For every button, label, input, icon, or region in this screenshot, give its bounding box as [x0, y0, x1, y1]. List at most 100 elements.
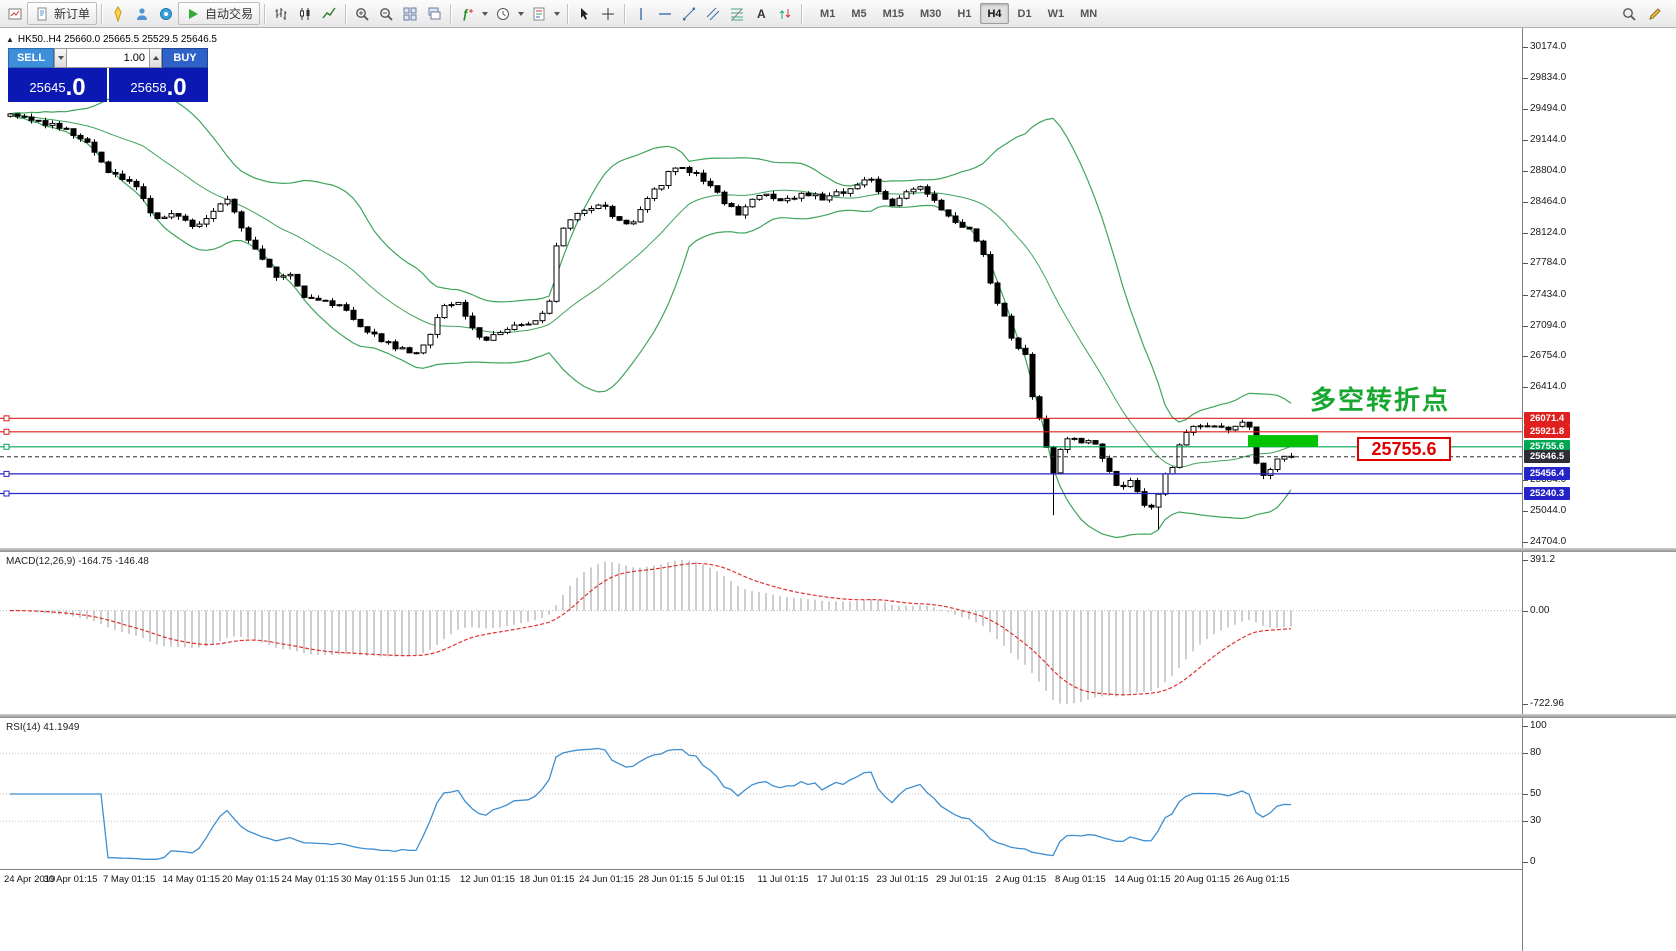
price-tag: 25456.4: [1524, 467, 1570, 481]
timeframe-button-M5[interactable]: M5: [851, 7, 867, 20]
rsi-axis-tick: [1523, 862, 1528, 863]
edit-button[interactable]: [1643, 2, 1667, 25]
pane-splitter[interactable]: [0, 548, 1676, 552]
volume-up-button[interactable]: [149, 48, 162, 68]
time-axis-label: 12 Jun 01:15: [460, 874, 515, 885]
price-axis-label: 25044.0: [1530, 505, 1567, 517]
line-chart-button[interactable]: [317, 2, 341, 25]
metaeditor-button[interactable]: [106, 2, 130, 25]
macd-canvas: [0, 560, 1522, 704]
timeframe-button-M30[interactable]: M30: [920, 7, 942, 20]
time-axis-label: 29 Jul 01:15: [936, 874, 988, 885]
buy-price-dec: .0: [166, 74, 187, 101]
indicators-dropdown[interactable]: [479, 2, 491, 25]
data-window-button[interactable]: [154, 2, 178, 25]
templates-button[interactable]: [527, 2, 551, 25]
candlestick-chart-button[interactable]: [293, 2, 317, 25]
price-chart-pane[interactable]: [0, 28, 1522, 548]
vertical-line-icon: [640, 7, 642, 20]
indicators-icon: ƒ: [462, 7, 474, 21]
price-axis-label: 27784.0: [1530, 257, 1567, 269]
trade-panel-controls: SELL BUY: [8, 48, 208, 68]
buy-button[interactable]: BUY: [162, 48, 208, 68]
cursor-icon: [581, 7, 589, 20]
price-chart-canvas: [0, 91, 1522, 539]
sell-price-display[interactable]: 25645.0: [8, 68, 107, 102]
price-axis-tick: [1523, 108, 1528, 110]
time-axis-label: 5 Jun 01:15: [400, 874, 451, 885]
timeframe-button-H4[interactable]: H4: [980, 3, 1009, 24]
timeframe-button-W1[interactable]: W1: [1047, 7, 1065, 20]
price-axis-label: 27434.0: [1530, 288, 1567, 300]
time-axis-label: 11 Jul 01:15: [757, 874, 809, 885]
pencil-icon: [1649, 7, 1661, 20]
arrows-button[interactable]: [773, 2, 797, 25]
cursor-button[interactable]: [572, 2, 596, 25]
toolbar-right-group: [1617, 2, 1673, 25]
timeframe-button-M1[interactable]: M1: [820, 7, 836, 20]
new-chart-icon: [8, 8, 22, 19]
new-chart-button[interactable]: [3, 2, 27, 25]
chevron-down-icon: [518, 11, 525, 16]
bar-chart-button[interactable]: [269, 2, 293, 25]
zoom-in-icon: [356, 7, 369, 21]
metaeditor-icon: [114, 5, 122, 22]
vertical-line-button[interactable]: [629, 2, 653, 25]
crosshair-button[interactable]: [596, 2, 620, 25]
horizontal-line-button[interactable]: [653, 2, 677, 25]
price-axis-label: 28464.0: [1530, 195, 1567, 207]
channel-button[interactable]: [701, 2, 725, 25]
trade-panel-toggle-icon[interactable]: ▲: [6, 35, 14, 44]
periods-button[interactable]: [491, 2, 515, 25]
profiles-button[interactable]: [130, 2, 154, 25]
autotrading-button[interactable]: 自动交易: [178, 2, 261, 25]
rsi-axis-tick: [1523, 821, 1528, 823]
zoom-in-button[interactable]: [350, 2, 374, 25]
trendline-button[interactable]: [677, 2, 701, 25]
volume-dropdown-button[interactable]: [54, 48, 67, 68]
timeframe-button-M15[interactable]: M15: [882, 7, 904, 20]
annotation-text[interactable]: 多空转折点: [1310, 385, 1451, 415]
price-axis-tick: [1523, 232, 1528, 234]
price-axis-tick: [1523, 170, 1528, 172]
timeframe-button-MN[interactable]: MN: [1080, 7, 1098, 20]
tile-windows-button[interactable]: [398, 2, 422, 25]
bollinger-upper-band: [9, 91, 1292, 423]
time-axis[interactable]: 24 Apr 2019 30 Apr 01:15 7 May 01:15 14 May…: [0, 869, 1676, 951]
time-axis-label: 2 Aug 01:15: [995, 874, 1047, 885]
cascade-windows-button[interactable]: [422, 2, 446, 25]
search-button[interactable]: [1617, 2, 1641, 25]
highlight-box: [1248, 435, 1318, 447]
channel-icon: [706, 7, 720, 20]
pane-splitter[interactable]: [0, 714, 1676, 718]
toolbar-separator: [101, 3, 103, 24]
price-axis-tick: [1523, 77, 1528, 79]
rsi-pane[interactable]: [0, 718, 1522, 869]
macd-pane[interactable]: [0, 552, 1522, 714]
line-chart-icon: [322, 7, 336, 18]
zoom-out-button[interactable]: [374, 2, 398, 25]
new-order-button[interactable]: 新订单: [27, 2, 98, 25]
macd-axis-tick: [1523, 704, 1528, 705]
time-axis-label: 20 Aug 01:15: [1174, 874, 1230, 885]
toolbar-separator: [264, 3, 266, 24]
macd-axis-label: 0.00: [1530, 604, 1550, 616]
price-axis-tick: [1523, 356, 1528, 358]
text-label-button[interactable]: A: [749, 2, 773, 25]
chevron-up-icon: [152, 56, 159, 60]
timeframe-button-D1[interactable]: D1: [1017, 7, 1032, 20]
sell-button[interactable]: SELL: [8, 48, 54, 68]
time-axis-label: 26 Aug 01:15: [1233, 874, 1290, 885]
templates-dropdown[interactable]: [551, 2, 563, 25]
fibonacci-button[interactable]: [725, 2, 749, 25]
indicators-button[interactable]: ƒ: [455, 2, 479, 25]
timeframe-button-H1[interactable]: H1: [957, 7, 972, 20]
rsi-axis-label: 80: [1530, 747, 1542, 759]
price-axis[interactable]: 30174.0 29834.0 29494.0 29144.0 28804.0 28464…: [1522, 28, 1676, 951]
volume-input[interactable]: [67, 48, 149, 68]
buy-price-display[interactable]: 25658.0: [109, 68, 208, 102]
periods-dropdown[interactable]: [515, 2, 527, 25]
price-callout[interactable]: 25755.6: [1357, 437, 1451, 461]
time-axis-label: 14 May 01:15: [162, 874, 221, 885]
time-axis-label: 8 Aug 01:15: [1055, 874, 1106, 885]
